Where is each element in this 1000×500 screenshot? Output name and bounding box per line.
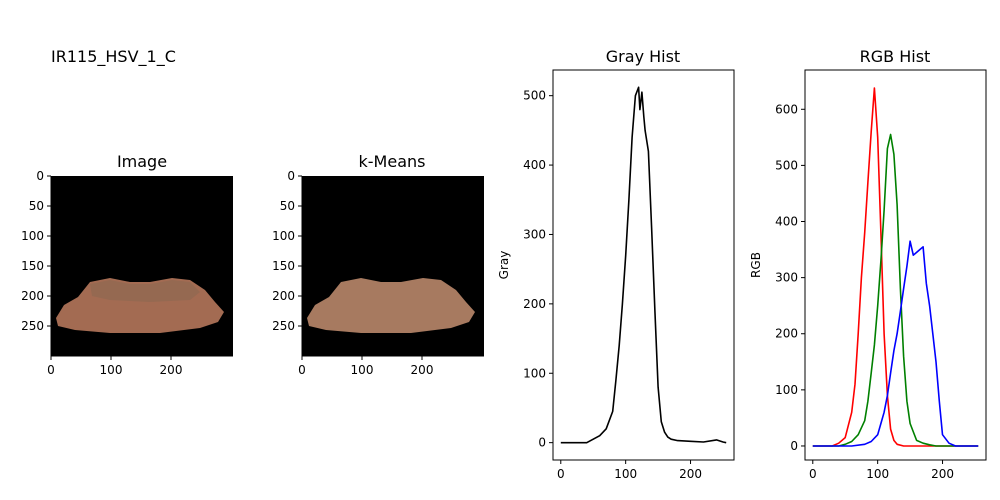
series-line-0 [560,86,727,444]
specimen-shading [90,280,200,302]
rgb-hist-title: RGB Hist [860,47,931,66]
gray-hist-plot: 0 100 200 300 400 500 0 100 200 [523,86,727,481]
ytick-label: 250 [21,319,44,333]
ytick-label: 200 [523,297,546,311]
image-panel: Image 0 50 100 150 200 250 0 100 200 [21,152,233,377]
kmeans-specimen [307,278,475,333]
ytick-label: 100 [523,366,546,380]
xtick-label: 200 [411,363,434,377]
rgb-hist-chart: RGB Hist RGB 0 100 200 300 400 500 600 0 100 200 [749,47,987,481]
ytick-label: 0 [790,439,798,453]
xtick-label: 100 [351,363,374,377]
image-yticks: 0 50 100 150 200 250 [21,169,51,333]
ytick-label: 150 [272,259,295,273]
image-panel-title: Image [117,152,167,171]
gray-hist-chart: Gray Hist Gray 0 100 200 300 400 500 0 100 200 [497,47,735,481]
ytick-label: 100 [775,383,798,397]
rgb-hist-ylabel: RGB [749,252,763,278]
series-line-0 [812,87,979,447]
series-line-1 [812,133,979,447]
ytick-label: 150 [21,259,44,273]
gray-hist-ylabel: Gray [497,251,511,280]
figure-title: IR115_HSV_1_C [51,47,176,66]
ytick-label: 250 [272,319,295,333]
ytick-label: 200 [775,327,798,341]
xtick-label: 200 [931,467,954,481]
xtick-label: 0 [298,363,306,377]
kmeans-xticks: 0 100 200 [298,356,433,377]
rgb-hist-plot: 0 100 200 300 400 500 600 0 100 200 [775,87,979,481]
xtick-label: 0 [557,467,565,481]
xtick-label: 200 [160,363,183,377]
xtick-label: 100 [614,467,637,481]
kmeans-panel: k-Means 0 50 100 150 200 250 0 100 200 [272,152,484,377]
rgb-hist-frame [804,69,987,461]
ytick-label: 0 [287,169,295,183]
ytick-label: 200 [272,289,295,303]
ytick-label: 400 [523,158,546,172]
xtick-label: 0 [47,363,55,377]
ytick-label: 500 [775,158,798,172]
series-line-2 [812,240,979,447]
kmeans-panel-title: k-Means [359,152,426,171]
xtick-label: 100 [866,467,889,481]
ytick-label: 50 [29,199,44,213]
ytick-label: 600 [775,102,798,116]
image-xticks: 0 100 200 [47,356,182,377]
ytick-label: 50 [280,199,295,213]
gray-hist-frame [552,69,735,461]
xtick-label: 200 [679,467,702,481]
ytick-label: 200 [21,289,44,303]
xtick-label: 0 [809,467,817,481]
xtick-label: 100 [100,363,123,377]
ytick-label: 400 [775,215,798,229]
gray-hist-title: Gray Hist [606,47,680,66]
ytick-label: 100 [21,229,44,243]
kmeans-yticks: 0 50 100 150 200 250 [272,169,302,333]
ytick-label: 300 [523,227,546,241]
ytick-label: 0 [36,169,44,183]
ytick-label: 0 [538,436,546,450]
ytick-label: 500 [523,89,546,103]
ytick-label: 100 [272,229,295,243]
ytick-label: 300 [775,271,798,285]
